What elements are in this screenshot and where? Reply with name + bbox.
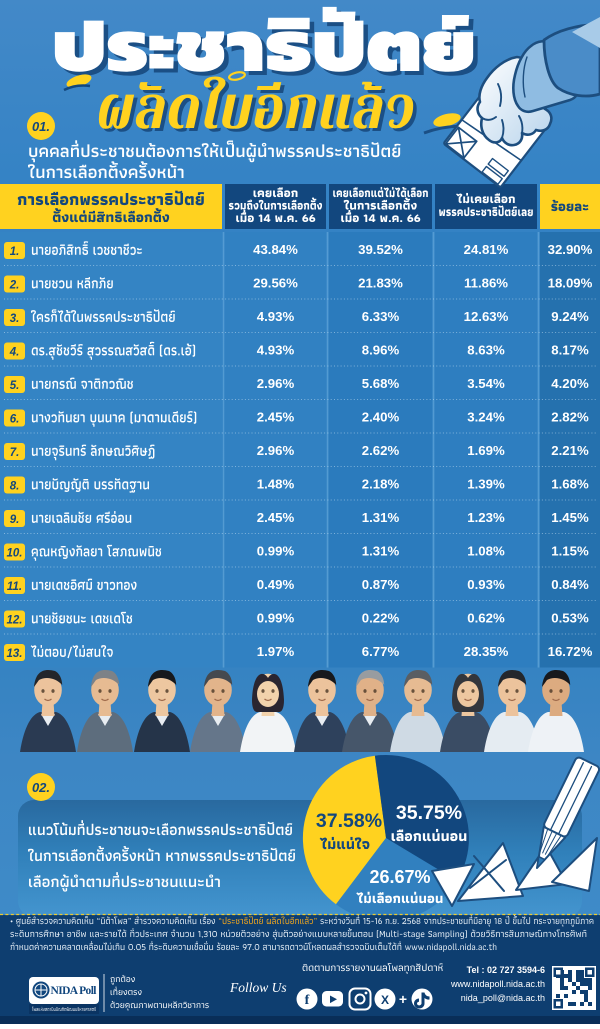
svg-text:f: f (305, 993, 310, 1008)
svg-text:0.84%: 0.84% (551, 577, 589, 592)
svg-text:10.: 10. (7, 548, 23, 560)
svg-text:29.56%: 29.56% (253, 276, 298, 291)
svg-text:X: X (381, 993, 389, 1007)
svg-text:NIDA Poll: NIDA Poll (51, 985, 97, 997)
svg-text:8.17%: 8.17% (551, 343, 589, 358)
svg-text:9.24%: 9.24% (551, 309, 589, 324)
svg-text:6.33%: 6.33% (362, 309, 400, 324)
svg-text:nida_poll@nida.ac.th: nida_poll@nida.ac.th (461, 993, 545, 1003)
svg-text:26.67%: 26.67% (369, 867, 430, 887)
svg-text:21.83%: 21.83% (358, 276, 403, 291)
svg-text:2.96%: 2.96% (257, 376, 295, 391)
svg-text:3.24%: 3.24% (467, 410, 505, 425)
svg-text:02.: 02. (32, 780, 50, 795)
svg-text:+: + (399, 991, 407, 1007)
svg-text:2.45%: 2.45% (257, 510, 295, 525)
svg-text:16.72%: 16.72% (548, 644, 593, 659)
svg-text:28.35%: 28.35% (464, 644, 509, 659)
svg-text:1.15%: 1.15% (551, 544, 589, 559)
svg-text:1.31%: 1.31% (362, 510, 400, 525)
svg-text:1.23%: 1.23% (467, 510, 505, 525)
svg-text:32.90%: 32.90% (548, 242, 593, 257)
svg-text:35.75%: 35.75% (396, 802, 462, 824)
svg-text:0.99%: 0.99% (257, 544, 295, 559)
svg-text:11.: 11. (7, 581, 22, 593)
svg-text:1.08%: 1.08% (467, 544, 505, 559)
svg-text:2.45%: 2.45% (257, 410, 295, 425)
svg-text:3.: 3. (10, 313, 20, 325)
svg-text:9.: 9. (10, 514, 20, 526)
svg-text:0.22%: 0.22% (362, 611, 400, 626)
svg-text:0.49%: 0.49% (257, 577, 295, 592)
svg-text:2.82%: 2.82% (551, 410, 589, 425)
svg-text:1.97%: 1.97% (257, 644, 295, 659)
svg-text:2.62%: 2.62% (362, 443, 400, 458)
svg-text:2.96%: 2.96% (257, 443, 295, 458)
svg-text:24.81%: 24.81% (464, 242, 509, 257)
svg-text:0.93%: 0.93% (467, 577, 505, 592)
svg-text:1.31%: 1.31% (362, 544, 400, 559)
svg-text:12.63%: 12.63% (464, 309, 509, 324)
svg-text:39.52%: 39.52% (358, 242, 403, 257)
svg-text:Follow Us: Follow Us (229, 980, 287, 995)
svg-text:2.: 2. (9, 280, 20, 292)
svg-text:5.: 5. (10, 380, 20, 392)
svg-text:8.: 8. (10, 481, 20, 493)
svg-text:01.: 01. (32, 119, 50, 134)
svg-text:Tel : 02 727 3594-6: Tel : 02 727 3594-6 (467, 965, 545, 975)
svg-text:7.: 7. (10, 447, 20, 459)
svg-text:1.45%: 1.45% (551, 510, 589, 525)
svg-text:2.18%: 2.18% (362, 477, 400, 492)
svg-text:12.: 12. (7, 615, 23, 627)
svg-text:11.86%: 11.86% (464, 276, 508, 291)
svg-text:43.84%: 43.84% (253, 242, 298, 257)
svg-text:37.58%: 37.58% (316, 810, 382, 832)
svg-text:6.: 6. (10, 414, 20, 426)
svg-text:2.21%: 2.21% (551, 443, 589, 458)
svg-text:2.40%: 2.40% (362, 410, 400, 425)
svg-text:www.nidapoll.nida.ac.th: www.nidapoll.nida.ac.th (450, 979, 545, 989)
svg-text:4.: 4. (9, 347, 20, 359)
svg-text:4.93%: 4.93% (257, 309, 295, 324)
svg-text:4.93%: 4.93% (257, 343, 295, 358)
svg-text:8.63%: 8.63% (467, 343, 505, 358)
svg-text:5.68%: 5.68% (362, 376, 400, 391)
svg-text:1.69%: 1.69% (467, 443, 505, 458)
svg-text:1.39%: 1.39% (467, 477, 505, 492)
svg-text:18.09%: 18.09% (548, 276, 593, 291)
svg-text:1.: 1. (10, 246, 20, 258)
svg-text:0.99%: 0.99% (257, 611, 295, 626)
svg-text:0.87%: 0.87% (362, 577, 400, 592)
svg-text:1.68%: 1.68% (551, 477, 589, 492)
svg-text:1.48%: 1.48% (257, 477, 295, 492)
svg-text:8.96%: 8.96% (362, 343, 400, 358)
svg-text:3.54%: 3.54% (467, 376, 505, 391)
svg-text:4.20%: 4.20% (551, 376, 589, 391)
svg-text:6.77%: 6.77% (362, 644, 400, 659)
svg-text:0.62%: 0.62% (467, 611, 505, 626)
svg-text:13.: 13. (7, 648, 23, 660)
svg-text:0.53%: 0.53% (551, 611, 589, 626)
